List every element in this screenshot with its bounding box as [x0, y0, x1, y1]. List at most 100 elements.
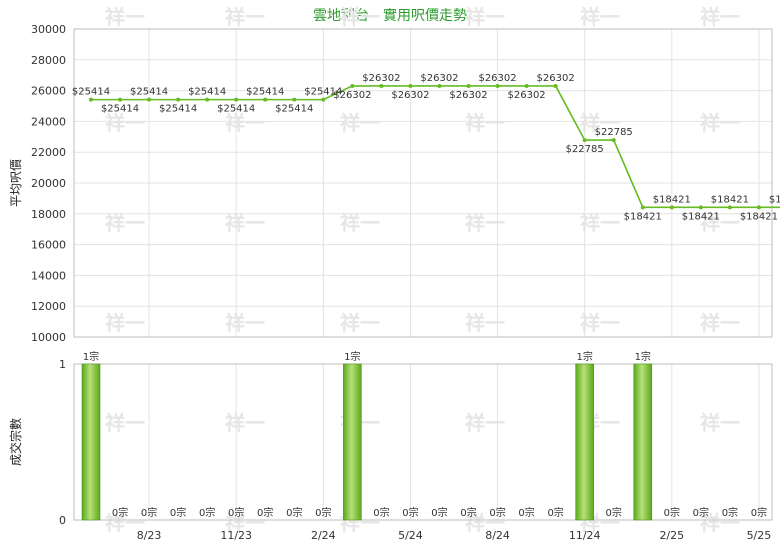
price-data-label: $25414 — [159, 104, 197, 115]
count-label: 0宗 — [199, 506, 215, 519]
count-label: 0宗 — [257, 506, 273, 519]
price-data-label: $25414 — [275, 104, 313, 115]
price-data-label: $26302 — [391, 90, 429, 101]
price-point — [292, 97, 297, 102]
count-bar — [343, 363, 362, 521]
price-data-label: $18421 — [740, 211, 778, 222]
watermark-text: 祥一 — [700, 5, 740, 29]
watermark-text: 祥一 — [105, 111, 145, 135]
watermark-text: 祥一 — [700, 111, 740, 135]
count-bar — [575, 363, 594, 521]
price-y-tick: 22000 — [31, 146, 66, 159]
price-point — [176, 97, 181, 102]
price-point — [611, 138, 616, 143]
price-point — [118, 97, 123, 102]
x-axis: 8/23 11/23 2/24 5/24 8/24 11/24 2/25 5/25 — [137, 529, 772, 542]
watermark-text: 祥一 — [105, 5, 145, 29]
watermark-text: 祥一 — [700, 311, 740, 335]
watermark-text: 祥一 — [465, 5, 505, 29]
price-point — [234, 97, 239, 102]
price-data-label: $18421 — [624, 211, 662, 222]
price-data-label: $26302 — [449, 90, 487, 101]
price-point — [640, 205, 645, 210]
price-point — [408, 83, 413, 88]
price-point — [727, 205, 732, 210]
price-data-label: $18421 — [769, 194, 780, 205]
count-label: 0宗 — [402, 506, 418, 519]
x-tick-label: 5/24 — [398, 529, 423, 542]
watermark-text: 祥一 — [225, 211, 265, 235]
price-data-label: $25414 — [304, 87, 342, 98]
price-point — [582, 138, 587, 143]
watermark-text: 祥一 — [340, 5, 380, 29]
count-y-tick: 0 — [59, 514, 66, 527]
count-label: 0宗 — [373, 506, 389, 519]
watermark-text: 祥一 — [700, 211, 740, 235]
price-point — [379, 83, 384, 88]
count-y-axis-label: 成交宗數 — [8, 418, 23, 466]
price-data-label: $26302 — [333, 90, 371, 101]
price-data-label: $26302 — [478, 73, 516, 84]
watermark-text: 祥一 — [225, 111, 265, 135]
price-point — [350, 83, 355, 88]
count-label: 0宗 — [286, 506, 302, 519]
count-label: 0宗 — [489, 506, 505, 519]
price-point — [437, 83, 442, 88]
price-y-axis: 10000 12000 14000 16000 18000 20000 22000 24000… — [31, 23, 66, 344]
price-data-label: $25414 — [130, 87, 168, 98]
watermark-text: 祥一 — [465, 511, 505, 535]
price-data-label: $22785 — [566, 144, 604, 155]
count-label: 1宗 — [344, 350, 360, 363]
count-label: 1宗 — [635, 350, 651, 363]
count-label: 0宗 — [547, 506, 563, 519]
watermark-text: 祥一 — [465, 311, 505, 335]
price-data-label: $25414 — [188, 87, 226, 98]
count-plot-frame — [73, 363, 773, 521]
x-tick-label: 8/24 — [485, 529, 510, 542]
price-y-axis-label: 平均呎價 — [9, 159, 23, 207]
price-point — [205, 97, 210, 102]
price-point — [147, 97, 152, 102]
watermark-text: 祥一 — [580, 111, 620, 135]
price-data-label: $26302 — [508, 90, 546, 101]
x-tick-label: 8/23 — [137, 529, 162, 542]
chart-title: 雲地利台 - 實用呎價走勢 — [313, 7, 467, 24]
watermark-text: 祥一 — [225, 511, 265, 535]
count-label: 0宗 — [693, 506, 709, 519]
count-label: 0宗 — [431, 506, 447, 519]
price-data-label: $25414 — [72, 87, 110, 98]
count-label: 1宗 — [83, 350, 99, 363]
price-point — [263, 97, 268, 102]
price-line: $25414 $25414 $25414 $25414 $25414 $25414 $254… — [72, 73, 780, 222]
count-label: 0宗 — [170, 506, 186, 519]
watermark-text: 祥一 — [105, 211, 145, 235]
x-tick-label: 11/23 — [220, 529, 252, 542]
price-y-tick: 18000 — [31, 208, 66, 221]
price-data-label: $22785 — [595, 127, 633, 138]
watermark-text: 祥一 — [700, 411, 740, 435]
price-y-tick: 28000 — [31, 54, 66, 67]
count-label: 0宗 — [664, 506, 680, 519]
price-data-label: $26302 — [420, 73, 458, 84]
watermark-text: 祥一 — [225, 311, 265, 335]
price-y-tick: 12000 — [31, 300, 66, 313]
x-tick-label: 5/25 — [747, 529, 772, 542]
count-label: 0宗 — [460, 506, 476, 519]
watermark-text: 祥一 — [225, 5, 265, 29]
watermark-text: 祥一 — [580, 311, 620, 335]
price-data-label: $25414 — [246, 87, 284, 98]
count-label: 0宗 — [228, 506, 244, 519]
count-label: 0宗 — [722, 506, 738, 519]
watermark-text: 祥一 — [340, 311, 380, 335]
price-y-tick: 14000 — [31, 269, 66, 282]
price-y-tick: 20000 — [31, 177, 66, 190]
watermark-text: 祥一 — [105, 311, 145, 335]
price-data-label: $18421 — [653, 194, 691, 205]
price-plot-frame — [73, 28, 773, 338]
price-point — [466, 83, 471, 88]
count-y-axis: 01 — [59, 358, 66, 527]
price-point — [321, 97, 326, 102]
price-data-label: $26302 — [362, 73, 400, 84]
